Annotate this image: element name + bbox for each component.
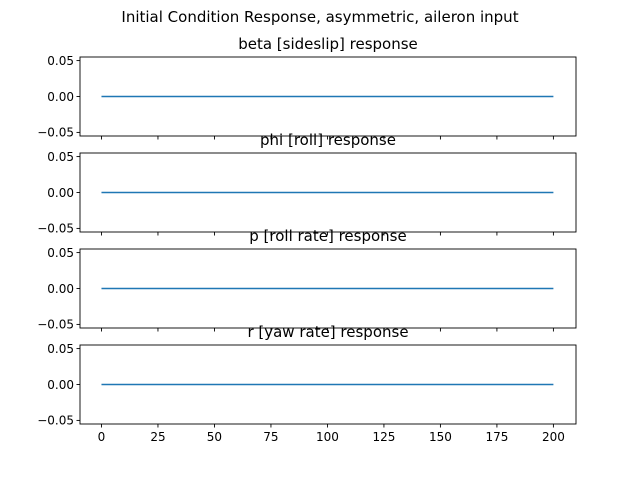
x-tick-label: 125 [372, 430, 395, 444]
x-tick-label: 25 [150, 430, 165, 444]
y-tick-label: −0.05 [37, 126, 74, 140]
x-tick-label: 200 [542, 430, 565, 444]
subplot-2: −0.05 0.00 0.05 phi [roll] response [37, 131, 577, 236]
y-tick-label: 0.00 [47, 378, 74, 392]
subplot-3: −0.05 0.00 0.05 p [roll rate] response [37, 227, 577, 332]
y-tick-label: 0.00 [47, 282, 74, 296]
subplot-title: beta [sideslip] response [238, 35, 418, 53]
subplot-1: −0.05 0.00 0.05 beta [sideslip] response [37, 35, 577, 140]
x-tick-label: 175 [485, 430, 508, 444]
x-tick-label: 150 [429, 430, 452, 444]
y-tick-label: −0.05 [37, 318, 74, 332]
y-tick-label: −0.05 [37, 222, 74, 236]
subplot-4: −0.05 0.00 0.05 0 25 50 75 100 125 150 175 200 r [ya… [37, 323, 577, 444]
x-tick-label: 50 [207, 430, 222, 444]
x-tick-label: 75 [263, 430, 278, 444]
subplot-title: r [yaw rate] response [247, 323, 408, 341]
figure-title: Initial Condition Response, asymmetric, … [121, 8, 518, 26]
y-tick-label: 0.05 [47, 342, 74, 356]
x-tick-label: 100 [316, 430, 339, 444]
subplot-title: phi [roll] response [260, 131, 396, 149]
y-tick-label: −0.05 [37, 414, 74, 428]
y-tick-label: 0.00 [47, 186, 74, 200]
y-tick-label: 0.05 [47, 246, 74, 260]
subplot-title: p [roll rate] response [249, 227, 406, 245]
y-tick-label: 0.00 [47, 90, 74, 104]
x-tick-label: 0 [98, 430, 106, 444]
y-tick-label: 0.05 [47, 150, 74, 164]
y-tick-label: 0.05 [47, 54, 74, 68]
